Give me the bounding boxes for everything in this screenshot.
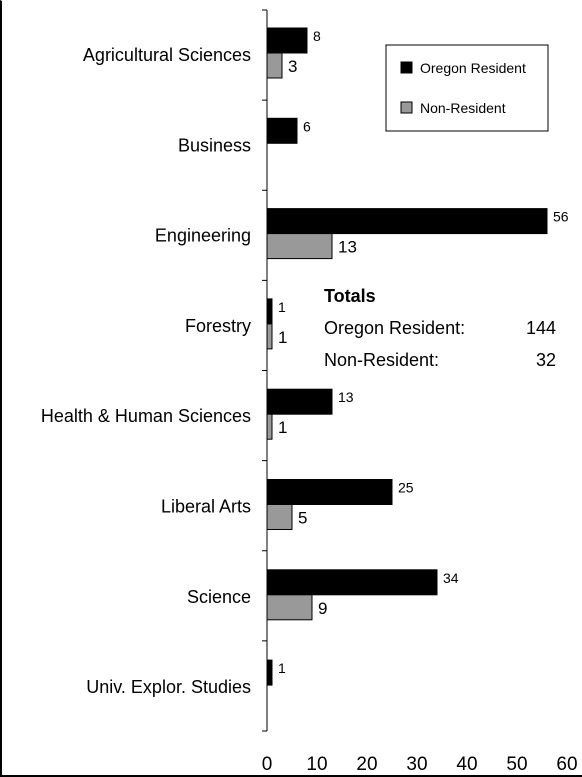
bar-non-resident-engineering [266, 233, 333, 260]
category-label-business: Business [178, 135, 251, 155]
x-tick-label: 60 [556, 754, 577, 775]
value-label-oregon-resident-health-human-sciences: 13 [338, 389, 354, 405]
x-tick-label: 20 [356, 754, 377, 775]
x-tick-label: 30 [406, 754, 427, 775]
bar-oregon-resident-business [266, 117, 298, 144]
bar-oregon-resident-health-human-sciences [266, 388, 333, 415]
bar-non-resident-science [266, 594, 313, 621]
value-label-non-resident-engineering: 13 [338, 238, 357, 257]
category-label-univ-explor-studies: Univ. Explor. Studies [86, 677, 251, 697]
value-label-oregon-resident-agricultural-sciences: 8 [313, 28, 321, 44]
category-label-engineering: Engineering [155, 226, 251, 246]
totals-oregon-label: Oregon Resident: [324, 318, 465, 338]
totals-annotation: Totals Oregon Resident: 144 Non-Resident… [324, 286, 556, 370]
value-label-oregon-resident-liberal-arts: 25 [398, 480, 414, 496]
bar-oregon-resident-science [266, 569, 438, 596]
category-label-health-human-sciences: Health & Human Sciences [41, 406, 251, 426]
value-label-non-resident-agricultural-sciences: 3 [288, 57, 297, 76]
x-tick-label: 50 [506, 754, 527, 775]
totals-oregon-value: 144 [526, 318, 556, 338]
totals-nonresident-value: 32 [536, 350, 556, 370]
value-label-non-resident-health-human-sciences: 1 [278, 418, 287, 437]
bar-oregon-resident-liberal-arts [266, 479, 393, 505]
bars-layer [266, 27, 548, 686]
bar-non-resident-liberal-arts [266, 504, 293, 530]
value-label-oregon-resident-forestry: 1 [278, 299, 286, 315]
value-label-non-resident-science: 9 [318, 599, 327, 618]
bar-non-resident-agricultural-sciences [266, 52, 283, 79]
legend: Oregon Resident Non-Resident [385, 44, 549, 132]
legend-label-non-resident: Non-Resident [420, 100, 506, 116]
x-tick-label: 40 [456, 754, 477, 775]
x-tick-label: 0 [262, 754, 273, 775]
x-tick-label: 10 [306, 754, 327, 775]
legend-box [385, 44, 549, 132]
legend-swatch-oregon-resident [400, 61, 413, 74]
bar-oregon-resident-agricultural-sciences [266, 27, 308, 54]
value-label-non-resident-forestry: 1 [278, 328, 287, 347]
value-label-oregon-resident-business: 6 [303, 118, 311, 134]
bar-non-resident-health-human-sciences [266, 413, 273, 440]
bar-oregon-resident-engineering [266, 208, 548, 235]
axis-layer [262, 9, 268, 732]
bar-non-resident-forestry [266, 323, 273, 350]
value-label-oregon-resident-univ-explor-studies: 1 [278, 660, 286, 676]
value-label-oregon-resident-engineering: 56 [553, 209, 569, 225]
category-label-agricultural-sciences: Agricultural Sciences [83, 45, 251, 65]
value-label-oregon-resident-science: 34 [443, 570, 459, 586]
category-label-science: Science [187, 587, 251, 607]
labels-layer: 0 10 20 30 40 50 60 Agricultural Sciences 83 Busi… [41, 28, 578, 775]
legend-swatch-non-resident [400, 101, 413, 114]
legend-label-oregon-resident: Oregon Resident [420, 60, 526, 76]
category-label-forestry: Forestry [185, 316, 251, 336]
value-label-non-resident-liberal-arts: 5 [298, 509, 307, 528]
totals-title: Totals [324, 286, 376, 306]
category-label-liberal-arts: Liberal Arts [161, 497, 251, 517]
bar-oregon-resident-forestry [266, 298, 273, 325]
bar-oregon-resident-univ-explor-studies [266, 659, 273, 686]
totals-nonresident-label: Non-Resident: [324, 350, 439, 370]
